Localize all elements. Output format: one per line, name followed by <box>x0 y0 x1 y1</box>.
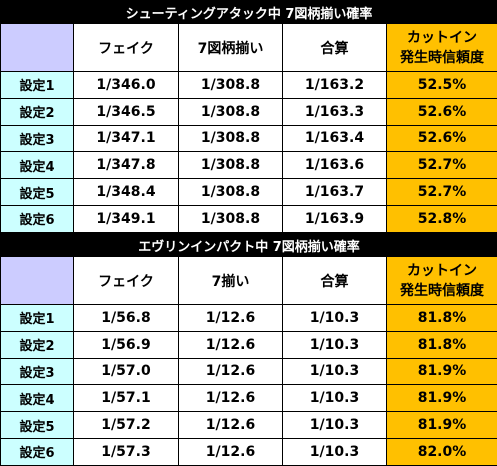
header-cut-in-line1: カットイン <box>407 30 477 46</box>
cut-in-reliability: 52.6% <box>387 98 497 125</box>
setting-label: 設定3 <box>1 358 74 385</box>
total-probability: 1/163.7 <box>283 179 387 206</box>
cut-in-reliability: 52.7% <box>387 179 497 206</box>
header-cut-in: カットイン 発生時信頼度 <box>387 24 497 72</box>
seven-probability: 1/308.8 <box>179 205 283 232</box>
header-blank-cell <box>1 24 74 72</box>
cut-in-reliability: 81.9% <box>387 412 497 439</box>
fake-probability: 1/347.8 <box>74 152 179 179</box>
table-title: エヴリンインパクト中 7図柄揃い確率 <box>1 234 497 257</box>
setting-label: 設定5 <box>1 412 74 439</box>
fake-probability: 1/56.8 <box>74 305 179 332</box>
header-total: 合算 <box>283 24 387 72</box>
fake-probability: 1/349.1 <box>74 205 179 232</box>
table-title: シューティングアタック中 7図柄揃い確率 <box>1 1 497 24</box>
header-cut-in-line2: 発生時信頼度 <box>400 50 484 66</box>
cut-in-reliability: 81.8% <box>387 331 497 358</box>
fake-probability: 1/57.2 <box>74 412 179 439</box>
cut-in-reliability: 52.7% <box>387 152 497 179</box>
fake-probability: 1/57.0 <box>74 358 179 385</box>
total-probability: 1/163.6 <box>283 152 387 179</box>
header-total: 合算 <box>283 257 387 305</box>
fake-probability: 1/347.1 <box>74 125 179 152</box>
seven-probability: 1/308.8 <box>179 152 283 179</box>
setting-label: 設定2 <box>1 331 74 358</box>
header-fake: フェイク <box>74 257 179 305</box>
fake-probability: 1/57.1 <box>74 385 179 412</box>
cut-in-reliability: 52.8% <box>387 205 497 232</box>
header-cut-in-line2: 発生時信頼度 <box>400 283 484 299</box>
total-probability: 1/10.3 <box>283 331 387 358</box>
cut-in-reliability: 81.9% <box>387 385 497 412</box>
fake-probability: 1/346.0 <box>74 72 179 99</box>
total-probability: 1/10.3 <box>283 438 387 465</box>
seven-probability: 1/308.8 <box>179 98 283 125</box>
seven-probability: 1/308.8 <box>179 72 283 99</box>
seven-probability: 1/12.6 <box>179 331 283 358</box>
header-seven: 7揃い <box>179 257 283 305</box>
setting-label: 設定1 <box>1 72 74 99</box>
total-probability: 1/10.3 <box>283 305 387 332</box>
setting-label: 設定4 <box>1 385 74 412</box>
total-probability: 1/10.3 <box>283 358 387 385</box>
fake-probability: 1/346.5 <box>74 98 179 125</box>
seven-probability: 1/12.6 <box>179 358 283 385</box>
cut-in-reliability: 81.8% <box>387 305 497 332</box>
setting-label: 設定2 <box>1 98 74 125</box>
total-probability: 1/10.3 <box>283 412 387 439</box>
header-seven: 7図柄揃い <box>179 24 283 72</box>
seven-probability: 1/308.8 <box>179 125 283 152</box>
total-probability: 1/163.4 <box>283 125 387 152</box>
total-probability: 1/10.3 <box>283 385 387 412</box>
seven-probability: 1/12.6 <box>179 385 283 412</box>
header-cut-in: カットイン 発生時信頼度 <box>387 257 497 305</box>
cut-in-reliability: 52.5% <box>387 72 497 99</box>
cut-in-reliability: 52.6% <box>387 125 497 152</box>
setting-label: 設定4 <box>1 152 74 179</box>
total-probability: 1/163.3 <box>283 98 387 125</box>
header-fake: フェイク <box>74 24 179 72</box>
fake-probability: 1/57.3 <box>74 438 179 465</box>
cut-in-reliability: 81.9% <box>387 358 497 385</box>
setting-label: 設定6 <box>1 438 74 465</box>
fake-probability: 1/56.9 <box>74 331 179 358</box>
header-cut-in-line1: カットイン <box>407 263 477 279</box>
seven-probability: 1/308.8 <box>179 179 283 206</box>
setting-label: 設定1 <box>1 305 74 332</box>
seven-probability: 1/12.6 <box>179 305 283 332</box>
cut-in-reliability: 82.0% <box>387 438 497 465</box>
setting-label: 設定3 <box>1 125 74 152</box>
total-probability: 1/163.9 <box>283 205 387 232</box>
evelyn-impact-table: エヴリンインパクト中 7図柄揃い確率 フェイク 7揃い 合算 カットイン 発生時… <box>0 233 497 466</box>
setting-label: 設定6 <box>1 205 74 232</box>
header-blank-cell <box>1 257 74 305</box>
seven-probability: 1/12.6 <box>179 438 283 465</box>
total-probability: 1/163.2 <box>283 72 387 99</box>
shooting-attack-table: シューティングアタック中 7図柄揃い確率 フェイク 7図柄揃い 合算 カットイン… <box>0 0 497 233</box>
seven-probability: 1/12.6 <box>179 412 283 439</box>
setting-label: 設定5 <box>1 179 74 206</box>
fake-probability: 1/348.4 <box>74 179 179 206</box>
